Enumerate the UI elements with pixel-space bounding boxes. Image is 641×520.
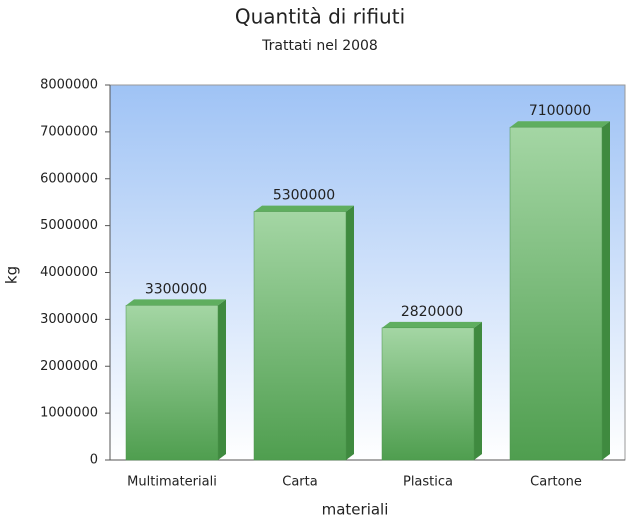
- y-axis-label: kg: [3, 266, 21, 284]
- x-tick-label: Multimateriali: [127, 475, 217, 490]
- bar-side: [474, 321, 482, 460]
- bar-side: [218, 299, 226, 460]
- bar-top: [382, 321, 482, 328]
- chart-title: Quantità di rifiuti: [235, 5, 405, 29]
- y-tick-label: 2000000: [40, 359, 98, 374]
- x-tick-label: Carta: [282, 475, 317, 490]
- bar-front: [509, 126, 603, 461]
- bar-side: [346, 205, 354, 460]
- chart-subtitle: Trattati nel 2008: [261, 38, 378, 54]
- bar-top: [254, 205, 354, 212]
- x-tick-label: Cartone: [530, 475, 582, 490]
- y-tick-label: 5000000: [40, 218, 98, 233]
- bar: [253, 205, 354, 461]
- bar-top: [510, 121, 610, 128]
- x-axis-label: materiali: [322, 501, 389, 519]
- y-tick-label: 7000000: [40, 124, 98, 139]
- value-label: 3300000: [145, 281, 207, 297]
- value-label: 7100000: [529, 103, 591, 119]
- bar: [125, 299, 226, 461]
- value-label: 5300000: [273, 188, 335, 204]
- y-tick-label: 4000000: [40, 265, 98, 280]
- y-tick-label: 3000000: [40, 312, 98, 327]
- x-tick-label: Plastica: [403, 475, 453, 490]
- bar: [509, 121, 610, 461]
- y-tick-label: 8000000: [40, 78, 98, 93]
- y-tick-label: 6000000: [40, 171, 98, 186]
- y-tick-label: 1000000: [40, 406, 98, 421]
- bar-front: [253, 211, 347, 461]
- y-tick-label: 0: [90, 453, 98, 468]
- value-label: 2820000: [401, 304, 463, 320]
- bar-side: [602, 121, 610, 460]
- bar: [381, 321, 482, 461]
- bar-top: [126, 299, 226, 306]
- bar-front: [125, 305, 219, 461]
- bar-front: [381, 327, 475, 461]
